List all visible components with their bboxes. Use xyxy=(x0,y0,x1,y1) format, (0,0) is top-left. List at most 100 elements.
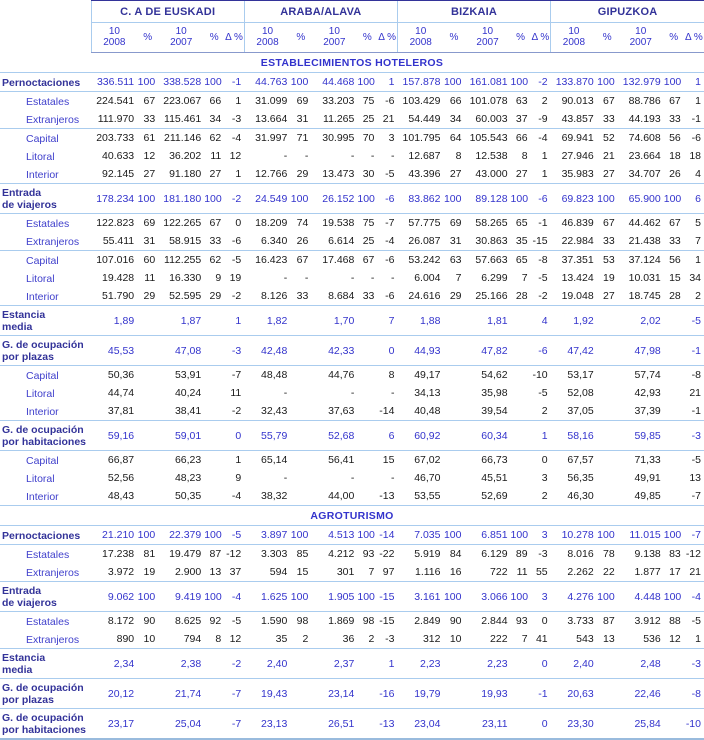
table-cell: 23,14 xyxy=(311,678,358,709)
table-header: C. A DE EUSKADI ARABA/ALAVA BIZKAIA GIPUZKO… xyxy=(0,0,704,53)
table-cell xyxy=(597,487,618,506)
table-cell xyxy=(204,678,225,709)
section-title-row: AGROTURISMO xyxy=(0,505,704,526)
table-cell: 87 xyxy=(596,611,618,630)
table-cell: 97 xyxy=(382,566,395,578)
table-cell: 1 xyxy=(530,420,551,451)
table-cell: 69.941 xyxy=(550,128,597,147)
section-title: AGROTURISMO xyxy=(0,505,704,526)
table-cell: 17 xyxy=(669,566,681,578)
table-cell: 103.429 xyxy=(397,91,444,110)
table-cell: 87 xyxy=(204,544,225,563)
table-cell: 92 xyxy=(204,611,225,630)
table-row: Extranjeros 55.411 31 58.915 33 -6 6.340 26 6.61… xyxy=(0,232,704,251)
table-cell: -4 xyxy=(530,128,551,147)
table-row: Entrada de viajeros 178.234 100 181.180 100-… xyxy=(0,183,704,214)
table-cell: -7 xyxy=(224,678,245,709)
table-cell: 34 xyxy=(689,272,701,284)
table-cell: 161.081 xyxy=(469,76,508,88)
table-cell: 336.511 xyxy=(96,76,135,88)
table-cell: - xyxy=(350,272,355,284)
table-cell: 0 xyxy=(530,708,551,739)
table-cell: 23.664 xyxy=(628,150,661,162)
table-cell: 84 xyxy=(443,544,465,563)
table-cell: 203.733 xyxy=(91,128,138,147)
table-cell: 48,23 xyxy=(174,472,202,484)
table-cell: 2.262 xyxy=(567,566,594,578)
table-cell: 38,41 xyxy=(174,405,202,417)
table-cell: 100 xyxy=(663,76,682,88)
table-cell xyxy=(357,648,378,679)
table-cell xyxy=(663,335,684,366)
table-cell: -7 xyxy=(377,213,398,232)
table-cell: 69 xyxy=(137,213,159,232)
table-cell: -1 xyxy=(691,405,701,417)
table-cell: 0 xyxy=(377,335,398,366)
table-cell: 75 xyxy=(357,91,378,110)
table-cell: 63 xyxy=(510,91,531,110)
table-cell: 2,34 xyxy=(91,648,138,679)
table-cell: 44,74 xyxy=(107,387,135,399)
table-cell: 52.595 xyxy=(169,290,202,302)
table-cell: -12 xyxy=(683,544,704,563)
table-cell: -3 xyxy=(683,420,704,451)
table-cell: 67 xyxy=(596,91,618,110)
table-cell: 100 xyxy=(204,581,225,612)
table-cell xyxy=(357,487,377,506)
table-cell: 67 xyxy=(663,91,684,110)
table-cell xyxy=(290,678,312,709)
table-cell: 100 xyxy=(596,581,618,612)
table-cell: 33.203 xyxy=(311,91,358,110)
table-cell: 33 xyxy=(603,113,615,125)
column-header: % xyxy=(663,22,684,53)
table-cell: 91.180 xyxy=(169,168,202,180)
table-cell: 54,62 xyxy=(464,365,511,384)
table-cell: 23,13 xyxy=(244,708,291,739)
table-cell: 2,40 xyxy=(244,648,291,679)
table-cell xyxy=(664,469,684,487)
table-cell xyxy=(663,365,684,384)
table-cell: 75 xyxy=(357,213,378,232)
table-cell: 52,69 xyxy=(481,490,508,502)
table-cell: 27 xyxy=(143,168,156,180)
table-cell: -2 xyxy=(224,183,245,214)
column-header: % xyxy=(137,22,159,53)
table-cell: -15 xyxy=(532,235,548,247)
column-header: % xyxy=(290,22,312,53)
table-cell: 40,24 xyxy=(174,387,202,399)
table-cell: 83 xyxy=(663,544,684,563)
table-cell: 37 xyxy=(515,113,528,125)
table-cell: 6.851 xyxy=(481,529,508,541)
table-cell: -3 xyxy=(530,544,551,563)
table-cell: 30 xyxy=(362,168,375,180)
header-corner xyxy=(0,1,91,23)
table-cell: 0 xyxy=(530,611,551,630)
table-cell xyxy=(596,305,618,336)
table-cell xyxy=(290,420,312,451)
table-cell: 47,08 xyxy=(158,335,205,366)
table-row: Interior 92.145 27 91.180 27 1 12.766 29 13.473 3… xyxy=(0,165,704,184)
table-cell: 100 xyxy=(596,183,618,214)
table-cell: 53.242 xyxy=(397,250,444,269)
table-cell: 18 xyxy=(669,150,681,162)
table-cell: 60,92 xyxy=(397,420,444,451)
table-cell: 69 xyxy=(443,213,465,232)
table-cell: 2,40 xyxy=(550,648,597,679)
table-cell: 49,91 xyxy=(634,472,661,484)
row-label: Entrada de viajeros xyxy=(0,581,92,612)
table-cell: 1.905 xyxy=(311,581,358,612)
table-cell: 3 xyxy=(541,472,548,484)
table-cell: - xyxy=(283,150,288,162)
table-row: Estatales 17.238 81 19.479 87 -12 3.303 85 4.212… xyxy=(0,544,704,563)
table-cell: 33 xyxy=(669,113,681,125)
table-row: G. de ocupación por plazas 20,12 21,74 -7 19… xyxy=(0,678,704,709)
table-cell: 2 xyxy=(541,405,548,417)
table-cell xyxy=(204,708,225,739)
table-cell xyxy=(443,708,465,739)
table-cell: 100 xyxy=(137,529,156,541)
table-cell: -16 xyxy=(377,678,398,709)
row-label: Estatales xyxy=(0,611,92,630)
table-cell: 27.946 xyxy=(561,150,594,162)
table-cell: 44,76 xyxy=(311,365,358,384)
table-cell: - xyxy=(283,272,288,284)
